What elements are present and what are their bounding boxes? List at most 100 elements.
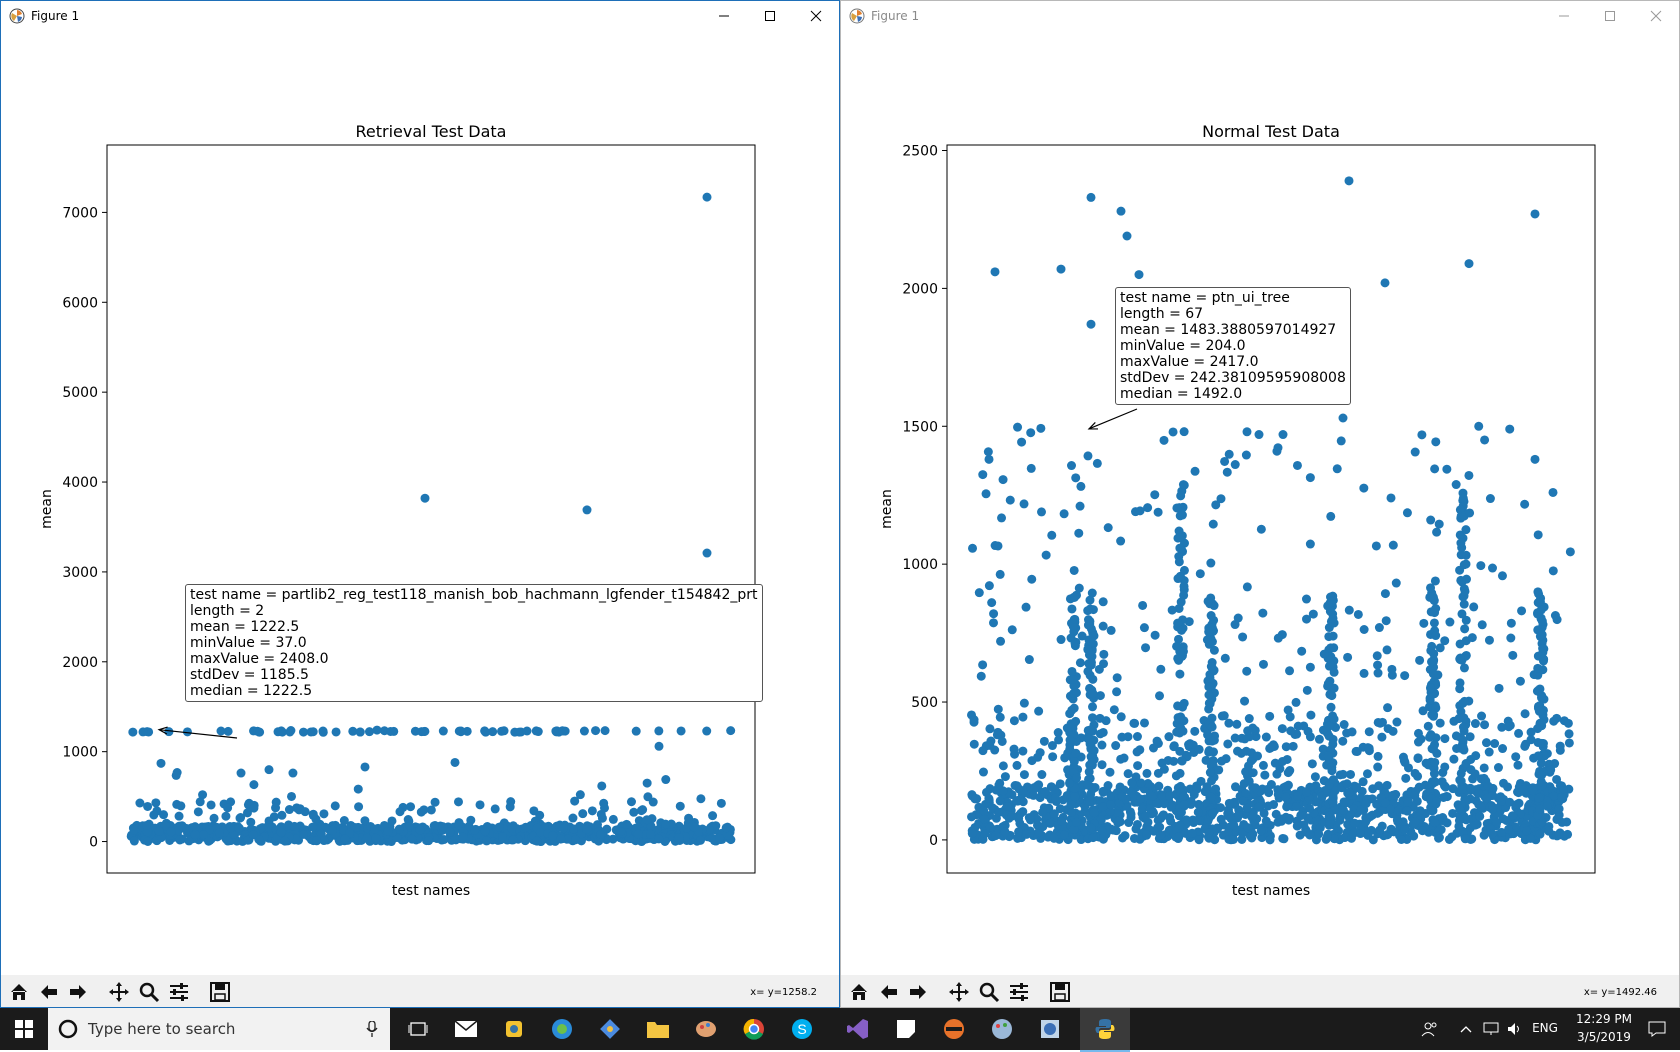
data-point <box>1067 807 1077 817</box>
data-point <box>646 821 656 831</box>
data-point <box>1426 583 1436 593</box>
configure-subplots-button[interactable] <box>1005 978 1032 1005</box>
figure-window-retrieval[interactable]: Figure 1 Retrieval Test Data test names me… <box>0 0 840 1008</box>
taskbar-app-visual-studio[interactable] <box>836 1008 880 1050</box>
data-point <box>1565 547 1575 557</box>
data-point <box>1302 685 1312 695</box>
data-point <box>1563 718 1573 728</box>
taskbar-search-box[interactable]: Type here to search <box>48 1008 390 1050</box>
figure-canvas[interactable]: Normal Test Data test names mean 0 500 1000 15… <box>841 31 1679 975</box>
taskbar-app-git[interactable] <box>588 1008 632 1050</box>
data-point <box>1175 820 1185 830</box>
maximize-button[interactable] <box>1587 1 1633 31</box>
close-button[interactable] <box>793 1 839 31</box>
data-point <box>439 835 449 845</box>
data-point <box>1429 618 1439 628</box>
y-tick-label: 4000 <box>62 475 98 491</box>
data-point <box>276 726 286 736</box>
data-point <box>1512 799 1522 809</box>
data-point <box>1310 772 1320 782</box>
taskbar-app-python-idle[interactable] <box>492 1008 536 1050</box>
back-button[interactable] <box>35 978 62 1005</box>
taskbar-app-browser-dev[interactable] <box>540 1008 584 1050</box>
data-point <box>1192 815 1202 825</box>
data-point <box>1359 624 1369 634</box>
data-point <box>1265 835 1275 845</box>
data-point <box>1455 530 1465 540</box>
minimize-button[interactable] <box>701 1 747 31</box>
title-bar[interactable]: Figure 1 <box>1 1 839 31</box>
data-point <box>1487 804 1497 814</box>
data-point <box>1112 687 1122 697</box>
task-view-button[interactable] <box>396 1008 440 1050</box>
zoom-button[interactable] <box>975 978 1002 1005</box>
title-bar[interactable]: Figure 1 <box>841 1 1679 31</box>
save-button[interactable] <box>206 978 233 1005</box>
save-icon <box>1049 981 1070 1002</box>
home-button[interactable] <box>845 978 872 1005</box>
forward-button[interactable] <box>904 978 931 1005</box>
taskbar-app-chrome[interactable] <box>732 1008 776 1050</box>
close-button[interactable] <box>1633 1 1679 31</box>
language-indicator[interactable]: ENG <box>1532 1021 1558 1035</box>
people-button[interactable] <box>1416 1008 1444 1050</box>
data-point <box>995 712 1005 722</box>
taskbar-app-paint[interactable] <box>684 1008 728 1050</box>
show-hidden-icons-button[interactable] <box>1456 1008 1476 1050</box>
clock-date[interactable]: 3/5/2019 <box>1577 1030 1631 1044</box>
data-point <box>1554 804 1564 814</box>
forward-button[interactable] <box>64 978 91 1005</box>
figure-window-normal[interactable]: Figure 1 Normal Test Data test names mean 0… <box>840 0 1680 1008</box>
data-point <box>1179 581 1189 591</box>
data-point <box>1021 602 1031 612</box>
taskbar-app-sticky-notes[interactable] <box>884 1008 928 1050</box>
data-point <box>1477 711 1487 721</box>
pan-button[interactable] <box>945 978 972 1005</box>
eclipse-icon <box>944 1019 964 1039</box>
data-point <box>1297 646 1307 656</box>
save-button[interactable] <box>1046 978 1073 1005</box>
data-point <box>1095 729 1105 739</box>
clock-time[interactable]: 12:29 PM <box>1576 1012 1632 1026</box>
data-point <box>1418 706 1428 716</box>
taskbar-app-eclipse[interactable] <box>932 1008 976 1050</box>
data-point <box>453 797 463 807</box>
back-button[interactable] <box>875 978 902 1005</box>
data-point <box>1230 733 1240 743</box>
taskbar-app-photos[interactable] <box>980 1008 1024 1050</box>
data-point <box>1067 604 1077 614</box>
taskbar-app-python-active[interactable] <box>1080 1008 1130 1052</box>
taskbar-app-skype[interactable]: S <box>780 1008 824 1050</box>
minimize-button[interactable] <box>1541 1 1587 31</box>
taskbar-app-mail[interactable] <box>444 1008 488 1050</box>
data-point <box>1177 756 1187 766</box>
start-button[interactable] <box>0 1008 48 1050</box>
volume-button[interactable] <box>1504 1008 1526 1050</box>
data-point <box>1347 727 1357 737</box>
data-point <box>1245 831 1255 841</box>
action-center-button[interactable] <box>1640 1008 1674 1050</box>
data-point <box>1359 668 1369 678</box>
data-point <box>1371 541 1381 551</box>
data-point <box>1403 797 1413 807</box>
pan-button[interactable] <box>105 978 132 1005</box>
figure-canvas[interactable]: Retrieval Test Data test names mean 0 1000 20… <box>1 31 839 975</box>
data-point <box>1077 631 1087 641</box>
data-point <box>1539 654 1549 664</box>
data-point <box>1555 745 1565 755</box>
data-point <box>1350 818 1360 828</box>
data-point <box>1194 799 1204 809</box>
data-point <box>1026 463 1036 473</box>
data-point <box>1456 538 1466 548</box>
zoom-button[interactable] <box>135 978 162 1005</box>
configure-subplots-button[interactable] <box>165 978 192 1005</box>
maximize-button[interactable] <box>747 1 793 31</box>
data-point <box>370 824 380 834</box>
network-button[interactable] <box>1480 1008 1502 1050</box>
data-point <box>702 192 712 202</box>
home-button[interactable] <box>5 978 32 1005</box>
data-point <box>182 727 192 737</box>
data-point <box>371 833 381 843</box>
taskbar-app-file-explorer[interactable] <box>636 1008 680 1050</box>
taskbar-app-matplotlib-figure[interactable] <box>1028 1008 1072 1050</box>
